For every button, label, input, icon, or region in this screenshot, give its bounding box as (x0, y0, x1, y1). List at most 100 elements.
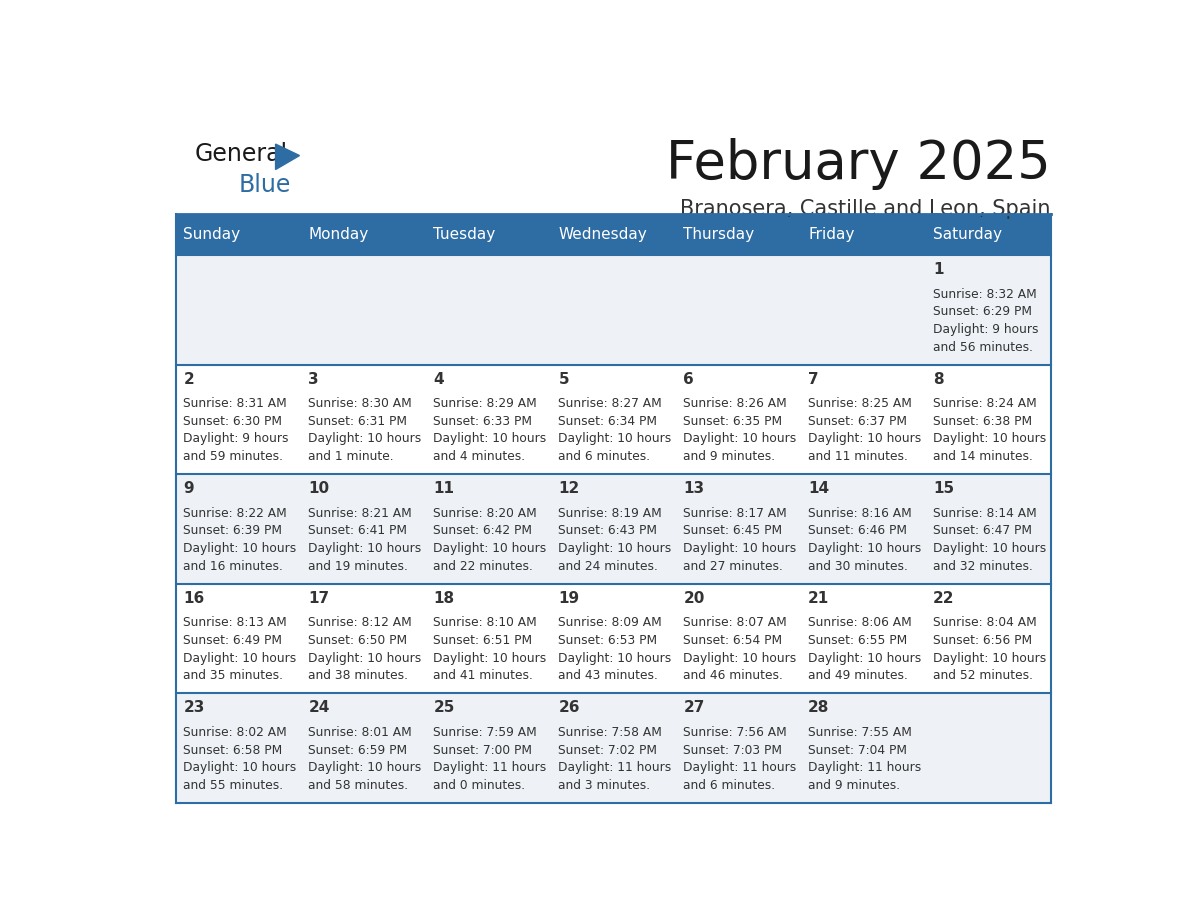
Text: Sunrise: 8:13 AM: Sunrise: 8:13 AM (183, 616, 287, 629)
Bar (801, 214, 925, 255)
Bar (176, 475, 1051, 584)
Text: Daylight: 10 hours: Daylight: 10 hours (808, 542, 922, 555)
Text: Sunset: 6:51 PM: Sunset: 6:51 PM (434, 634, 532, 647)
Text: Sunset: 6:29 PM: Sunset: 6:29 PM (934, 306, 1032, 319)
Text: Daylight: 10 hours: Daylight: 10 hours (558, 542, 671, 555)
Text: Daylight: 9 hours: Daylight: 9 hours (183, 432, 289, 445)
Text: Daylight: 10 hours: Daylight: 10 hours (183, 761, 297, 774)
Text: Tuesday: Tuesday (434, 227, 495, 242)
Text: Sunset: 6:30 PM: Sunset: 6:30 PM (183, 415, 283, 428)
Text: Daylight: 10 hours: Daylight: 10 hours (183, 542, 297, 555)
Text: Sunrise: 8:21 AM: Sunrise: 8:21 AM (309, 507, 412, 520)
Text: 27: 27 (683, 700, 704, 715)
Text: Sunrise: 8:32 AM: Sunrise: 8:32 AM (934, 287, 1037, 300)
Text: and 3 minutes.: and 3 minutes. (558, 778, 651, 792)
Polygon shape (276, 144, 299, 170)
Text: Sunrise: 8:06 AM: Sunrise: 8:06 AM (808, 616, 912, 629)
Text: Sunrise: 8:09 AM: Sunrise: 8:09 AM (558, 616, 662, 629)
Text: Daylight: 10 hours: Daylight: 10 hours (683, 542, 796, 555)
Text: Branosera, Castille and Leon, Spain: Branosera, Castille and Leon, Spain (681, 198, 1051, 218)
Text: and 27 minutes.: and 27 minutes. (683, 560, 783, 573)
Text: and 1 minute.: and 1 minute. (309, 450, 394, 464)
Text: Sunset: 6:59 PM: Sunset: 6:59 PM (309, 744, 407, 756)
Text: Daylight: 10 hours: Daylight: 10 hours (934, 652, 1047, 665)
Bar (676, 214, 801, 255)
Text: 4: 4 (434, 372, 444, 386)
Text: Sunrise: 8:10 AM: Sunrise: 8:10 AM (434, 616, 537, 629)
Text: Daylight: 10 hours: Daylight: 10 hours (558, 432, 671, 445)
Text: Sunset: 6:34 PM: Sunset: 6:34 PM (558, 415, 657, 428)
Text: Sunrise: 8:01 AM: Sunrise: 8:01 AM (309, 726, 412, 739)
Text: Wednesday: Wednesday (558, 227, 647, 242)
Text: Sunset: 6:49 PM: Sunset: 6:49 PM (183, 634, 283, 647)
Text: Daylight: 11 hours: Daylight: 11 hours (434, 761, 546, 774)
Text: and 35 minutes.: and 35 minutes. (183, 669, 284, 682)
Bar (176, 693, 1051, 803)
Text: and 4 minutes.: and 4 minutes. (434, 450, 525, 464)
Text: Sunset: 6:50 PM: Sunset: 6:50 PM (309, 634, 407, 647)
Text: Sunset: 6:46 PM: Sunset: 6:46 PM (808, 524, 908, 537)
Text: Sunrise: 8:24 AM: Sunrise: 8:24 AM (934, 397, 1037, 410)
Text: Sunrise: 7:58 AM: Sunrise: 7:58 AM (558, 726, 662, 739)
Text: 22: 22 (934, 591, 955, 606)
Text: and 32 minutes.: and 32 minutes. (934, 560, 1034, 573)
Text: and 6 minutes.: and 6 minutes. (683, 778, 776, 792)
Text: 18: 18 (434, 591, 455, 606)
Text: 16: 16 (183, 591, 204, 606)
Text: Sunset: 6:47 PM: Sunset: 6:47 PM (934, 524, 1032, 537)
Text: Daylight: 10 hours: Daylight: 10 hours (683, 652, 796, 665)
Text: Sunset: 6:58 PM: Sunset: 6:58 PM (183, 744, 283, 756)
Text: 8: 8 (934, 372, 943, 386)
Text: and 24 minutes.: and 24 minutes. (558, 560, 658, 573)
Text: Sunset: 6:31 PM: Sunset: 6:31 PM (309, 415, 407, 428)
Text: Daylight: 10 hours: Daylight: 10 hours (434, 432, 546, 445)
Text: Daylight: 10 hours: Daylight: 10 hours (183, 652, 297, 665)
Text: 19: 19 (558, 591, 580, 606)
Text: 1: 1 (934, 263, 943, 277)
Text: and 0 minutes.: and 0 minutes. (434, 778, 525, 792)
Text: Daylight: 10 hours: Daylight: 10 hours (558, 652, 671, 665)
Text: Monday: Monday (309, 227, 368, 242)
Text: and 9 minutes.: and 9 minutes. (808, 778, 901, 792)
Text: 5: 5 (558, 372, 569, 386)
Text: Sunrise: 8:25 AM: Sunrise: 8:25 AM (808, 397, 912, 410)
Text: Daylight: 10 hours: Daylight: 10 hours (934, 542, 1047, 555)
Text: Sunrise: 8:29 AM: Sunrise: 8:29 AM (434, 397, 537, 410)
Text: and 22 minutes.: and 22 minutes. (434, 560, 533, 573)
Text: Sunset: 7:04 PM: Sunset: 7:04 PM (808, 744, 908, 756)
Text: 9: 9 (183, 481, 194, 497)
Text: and 58 minutes.: and 58 minutes. (309, 778, 409, 792)
Text: 11: 11 (434, 481, 454, 497)
Text: and 19 minutes.: and 19 minutes. (309, 560, 409, 573)
Text: 15: 15 (934, 481, 954, 497)
Text: Sunrise: 8:02 AM: Sunrise: 8:02 AM (183, 726, 287, 739)
Text: and 16 minutes.: and 16 minutes. (183, 560, 284, 573)
Text: Sunrise: 8:31 AM: Sunrise: 8:31 AM (183, 397, 287, 410)
Text: Daylight: 11 hours: Daylight: 11 hours (808, 761, 922, 774)
Text: 17: 17 (309, 591, 329, 606)
Text: Sunset: 6:53 PM: Sunset: 6:53 PM (558, 634, 657, 647)
Text: Thursday: Thursday (683, 227, 754, 242)
Text: Daylight: 10 hours: Daylight: 10 hours (309, 542, 422, 555)
Text: General: General (195, 142, 287, 166)
Text: and 30 minutes.: and 30 minutes. (808, 560, 908, 573)
Text: Sunrise: 8:14 AM: Sunrise: 8:14 AM (934, 507, 1037, 520)
Text: and 43 minutes.: and 43 minutes. (558, 669, 658, 682)
Text: and 52 minutes.: and 52 minutes. (934, 669, 1034, 682)
Text: 2: 2 (183, 372, 194, 386)
Text: Sunday: Sunday (183, 227, 241, 242)
Text: Sunset: 6:42 PM: Sunset: 6:42 PM (434, 524, 532, 537)
Bar (551, 214, 676, 255)
Text: 7: 7 (808, 372, 819, 386)
Bar (176, 364, 1051, 475)
Text: 28: 28 (808, 700, 829, 715)
Text: 13: 13 (683, 481, 704, 497)
Text: Sunset: 6:38 PM: Sunset: 6:38 PM (934, 415, 1032, 428)
Text: Daylight: 11 hours: Daylight: 11 hours (683, 761, 796, 774)
Text: 3: 3 (309, 372, 320, 386)
Text: and 14 minutes.: and 14 minutes. (934, 450, 1034, 464)
Text: and 11 minutes.: and 11 minutes. (808, 450, 908, 464)
Text: and 38 minutes.: and 38 minutes. (309, 669, 409, 682)
Text: Sunset: 6:54 PM: Sunset: 6:54 PM (683, 634, 783, 647)
Text: and 59 minutes.: and 59 minutes. (183, 450, 284, 464)
